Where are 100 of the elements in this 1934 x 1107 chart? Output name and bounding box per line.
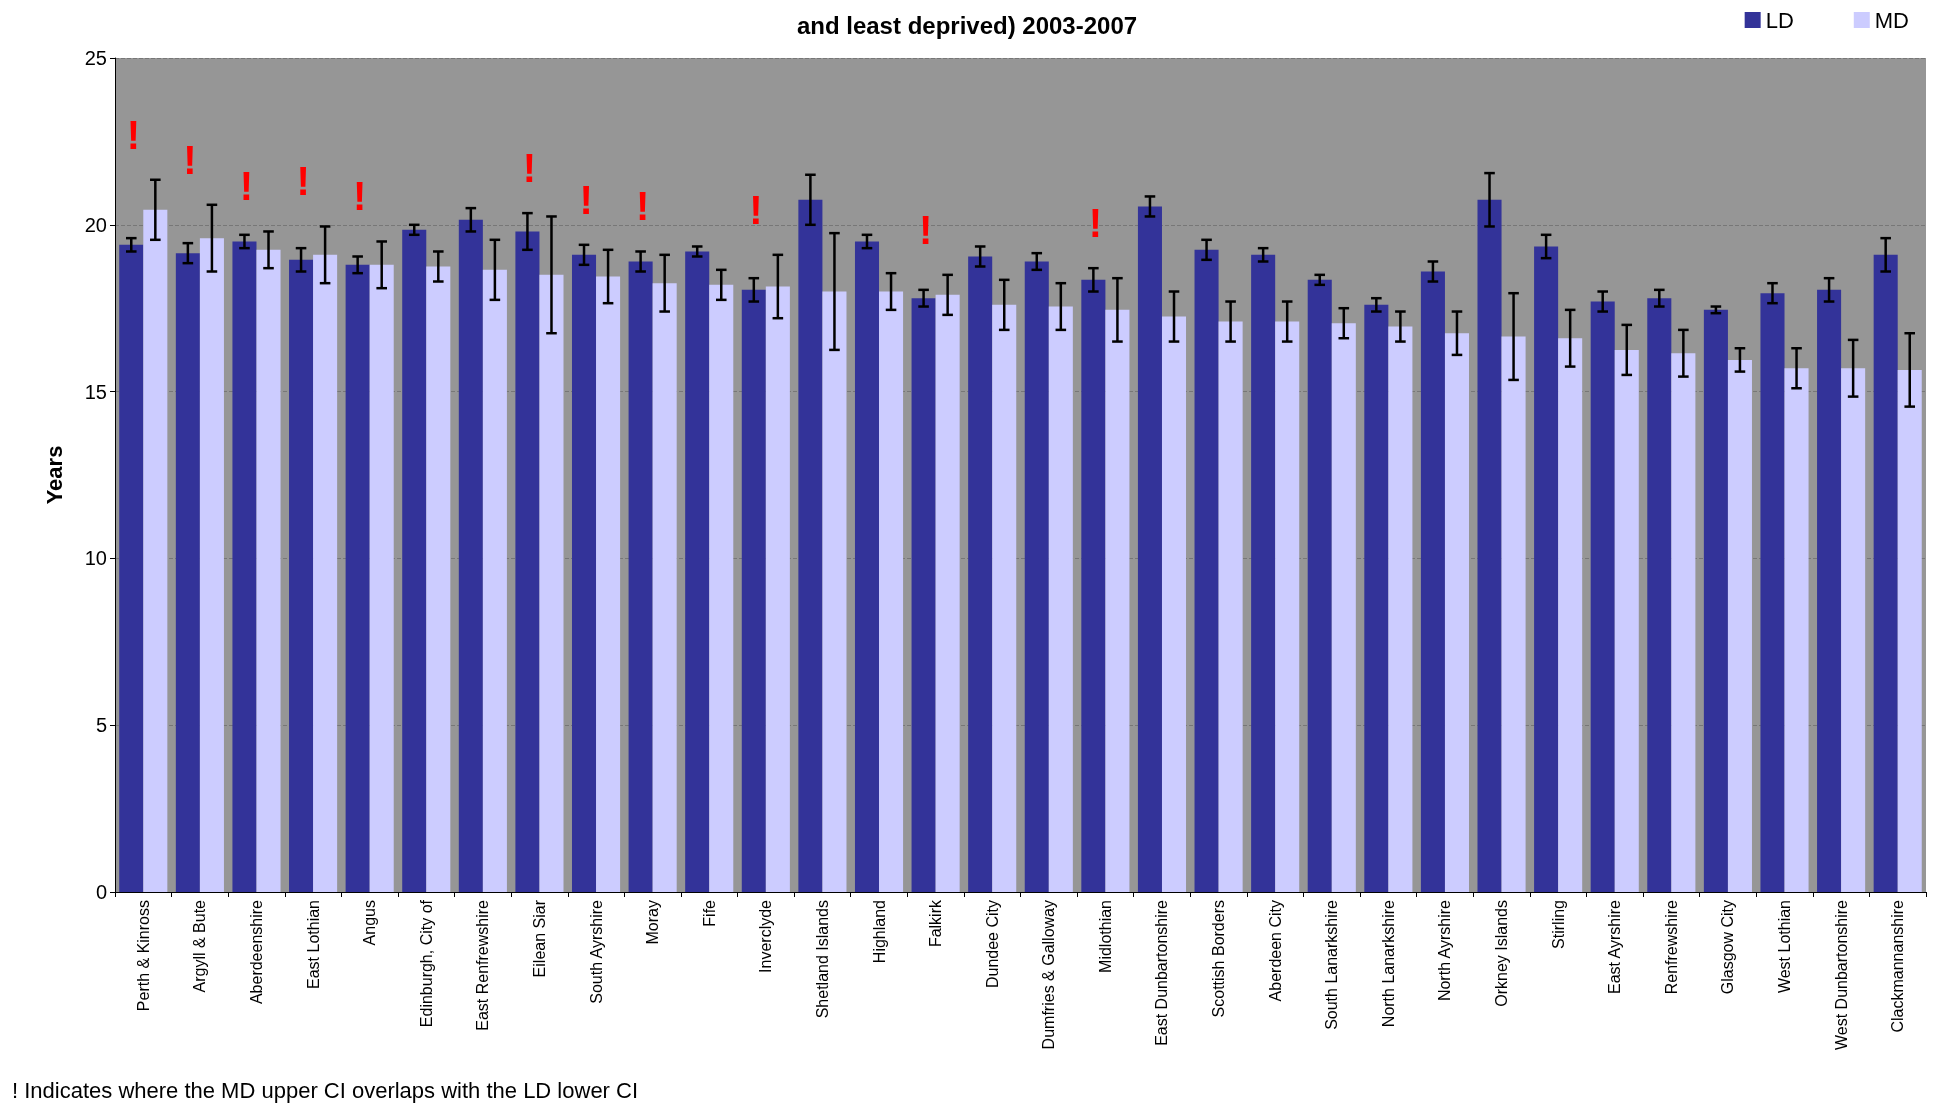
annotation: ! [296,159,310,204]
annotation: ! [1088,201,1103,246]
bar [685,251,710,892]
bar [1137,206,1162,892]
bar [1558,338,1583,892]
x-tick-label: South Lanarkshire [1323,899,1341,1030]
x-tick-label: Edinburgh, City of [417,899,435,1028]
bar [119,244,144,892]
x-tick-label: Fife [700,899,718,927]
bar [741,289,766,892]
bar [1444,333,1470,892]
bar [232,241,257,892]
bar [1614,349,1639,892]
x-tick-label: East Dunbartonshire [1153,899,1171,1046]
x-tick-label: Aberdeenshire [247,899,265,1005]
x-tick-label: East Lothian [304,900,322,989]
bar [199,238,224,892]
annotation: ! [918,207,933,252]
bar [345,264,370,892]
x-tick-label: Midlothian [1096,900,1114,973]
x-tick-label: Moray [644,900,662,945]
annotation: ! [579,177,593,222]
x-tick-label: Shetland Islands [813,900,831,1019]
bar [1275,321,1300,892]
bar [482,269,507,892]
x-tick-label: West Dunbartonshire [1832,899,1850,1050]
x-tick-label: Scottish Borders [1210,900,1228,1018]
bar [1024,261,1049,892]
legend-label: MD [1874,7,1909,33]
bar [539,274,564,892]
bar [709,284,734,892]
bar [1760,293,1785,892]
x-tick-label: Renfrewshire [1662,899,1680,995]
annotation: ! [522,146,537,191]
bar [1534,246,1559,892]
bar [935,294,960,892]
annotation: ! [126,112,140,157]
bar [822,291,847,892]
bar [1307,279,1332,892]
text: ! Indicates where the MD upper CI overlaps with the LD lower CI [12,1077,639,1103]
x-tick-label: Highland [870,900,888,964]
y-tick-label: 15 [84,380,107,403]
y-tick-label: 10 [84,547,107,570]
bar [1331,323,1356,892]
bar [458,219,483,892]
x-tick-label: Perth & Kinross [134,900,152,1012]
bar [175,253,200,892]
bar [426,266,451,892]
bar [1420,271,1445,892]
bar [369,264,394,892]
bar [1048,306,1073,892]
bar [1671,353,1696,892]
y-tick-label: 20 [84,213,107,236]
bar [1501,336,1526,892]
chart-title: and least deprived) 2003-2007 [796,11,1138,39]
bar [313,254,338,892]
bar [1105,309,1130,892]
y-axis-title: Years [41,445,67,505]
bar [765,286,790,892]
bar [143,209,168,892]
x-tick-label: South Ayrshire [587,899,605,1004]
bar [1081,279,1106,892]
legend-label: LD [1765,7,1794,33]
x-tick-label: Argyll & Bute [191,899,209,993]
x-tick-label: Orkney Islands [1493,900,1511,1007]
bar [571,254,597,892]
y-tick-label: 0 [95,881,107,903]
bar [1647,298,1672,892]
x-tick-label: North Lanarkshire [1379,899,1397,1028]
x-tick-label: North Ayrshire [1436,899,1454,1002]
annotation: ! [353,174,367,219]
x-tick-label: West Lothian [1776,900,1794,994]
x-tick-label: Dumfries & Galloway [1040,900,1058,1050]
bar [1161,316,1187,892]
bar [256,249,281,892]
x-tick-label: Glasgow City [1719,900,1737,995]
y-tick-label: 5 [95,714,107,737]
x-tick-label: Dundee City [983,900,1001,989]
bar [1251,254,1276,892]
bar [1703,309,1728,892]
bar [515,231,540,892]
x-tick-label: Stirling [1549,900,1567,949]
x-tick-label: Clackmannanshire [1889,899,1907,1033]
x-tick-label: East Renfrewshire [474,899,492,1031]
bar [1784,368,1809,892]
bar [879,291,904,892]
bar [1364,304,1389,892]
x-tick-label: East Ayrshire [1606,899,1624,994]
bar [1873,254,1898,892]
annotation: ! [749,187,763,232]
bar [854,241,880,892]
bar [1388,326,1413,892]
bar [992,304,1017,892]
bar [1194,249,1219,892]
x-tick-label: Aberdeen City [1266,900,1284,1002]
x-tick-label: Inverclyde [757,899,775,973]
annotation: ! [239,164,254,209]
x-tick-label: Angus [361,900,379,946]
bar [1817,289,1842,892]
bar [628,261,653,892]
